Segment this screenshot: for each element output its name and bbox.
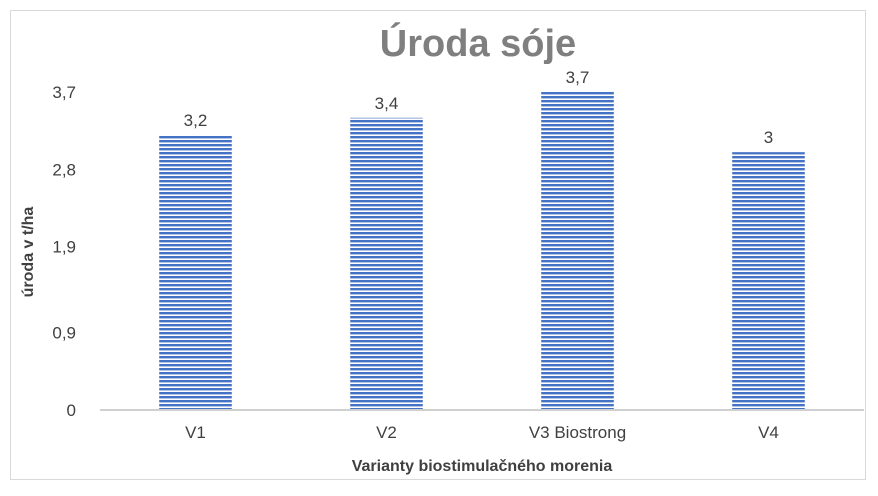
bar — [732, 152, 805, 410]
y-tick-label: 1,9 — [52, 238, 76, 257]
x-tick-label: V3 Biostrong — [529, 423, 626, 442]
chart-title: Úroda sóje — [380, 21, 576, 65]
y-tick-label: 0 — [67, 401, 76, 420]
x-tick-label: V2 — [376, 423, 397, 442]
data-label: 3,7 — [566, 68, 590, 87]
bar — [541, 92, 614, 410]
chart-area — [10, 10, 866, 480]
x-tick-label: V1 — [185, 423, 206, 442]
y-tick-label: 3,7 — [52, 83, 76, 102]
y-tick-label: 0,9 — [52, 324, 76, 343]
bar — [159, 134, 232, 411]
y-tick-label: 2,8 — [52, 160, 76, 179]
data-label: 3,2 — [184, 111, 208, 130]
data-label: 3 — [764, 128, 773, 147]
bar — [350, 117, 423, 410]
x-axis-title: Varianty biostimulačného morenia — [352, 458, 613, 475]
y-axis-title: úroda v t/ha — [20, 207, 37, 298]
data-label: 3,4 — [375, 94, 399, 113]
x-tick-label: V4 — [758, 423, 779, 442]
